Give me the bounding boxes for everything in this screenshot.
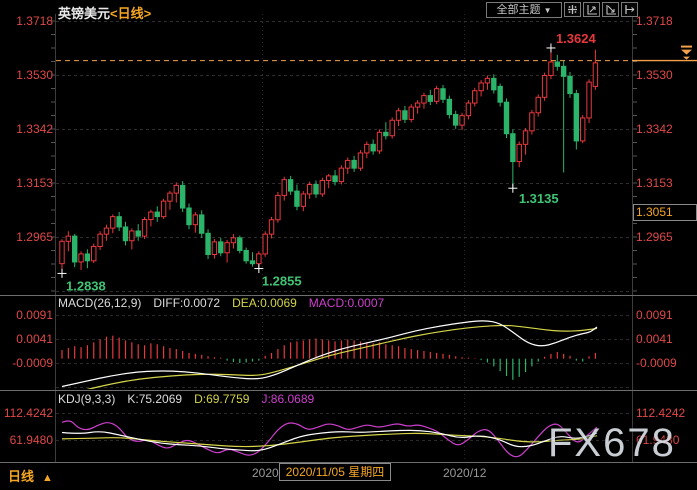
watermark: FX678 xyxy=(548,421,676,465)
pan-right-button[interactable] xyxy=(621,2,638,17)
theme-dropdown[interactable]: 全部主题 ▼ xyxy=(486,2,562,18)
macd-axis-label: 0.0091 xyxy=(16,308,53,322)
macd-diff-value: DIFF:0.0072 xyxy=(153,296,221,310)
macd-axis-label: -0.0009 xyxy=(12,356,53,370)
annotation-high-price: 1.3624 xyxy=(556,31,597,46)
date-readout-box: 2020/11/05 星期四 xyxy=(279,463,391,481)
y-axis-label: 1.3342 xyxy=(16,122,53,136)
crosshair-button[interactable] xyxy=(564,2,581,17)
period-selector[interactable]: 日线 ▲ xyxy=(8,466,53,485)
macd-header: MACD(26,12,9) DIFF:0.0072 DEA:0.0069 MACD:0… xyxy=(58,297,384,310)
macd-dea-value: DEA:0.0069 xyxy=(232,296,297,310)
kdj-j-value: J:86.0689 xyxy=(261,392,315,406)
kdj-name: KDJ(9,3,3) xyxy=(58,392,116,406)
y-axis-label: 1.3530 xyxy=(16,68,53,82)
annotation-low-price: 1.2855 xyxy=(262,274,302,289)
x-axis-label: 2020/11 xyxy=(252,466,282,480)
macd-axis-label: 0.0041 xyxy=(16,332,53,346)
price-line-handle[interactable] xyxy=(681,45,692,60)
period-selector-label: 日线 xyxy=(8,469,35,484)
triangle-up-icon: ▲ xyxy=(42,472,53,484)
kdj-axis-label: 112.4242 xyxy=(636,406,686,420)
zoom-axis-right-icon xyxy=(606,5,616,15)
macd-name: MACD(26,12,9) xyxy=(58,296,142,310)
y-axis-label: 1.3153 xyxy=(636,176,673,190)
y-axis-label: 1.3153 xyxy=(16,176,53,190)
kdj-axis-label: 61.9480 xyxy=(9,433,53,447)
crosshair-icon xyxy=(568,5,577,14)
macd-axis-label: -0.0009 xyxy=(636,356,677,370)
y-axis-label: 1.3718 xyxy=(16,14,53,28)
kdj-axis-label: 61.9480 xyxy=(636,433,680,447)
kdj-k-value: K:75.2069 xyxy=(127,392,183,406)
annotation-low-price: 1.3135 xyxy=(519,191,559,206)
kdj-d-value: D:69.7759 xyxy=(194,392,250,406)
zoom-axis-up-icon xyxy=(587,5,597,15)
kdj-axis-label: 112.4242 xyxy=(3,406,53,420)
annotation-low-price: 1.2838 xyxy=(66,278,106,293)
theme-dropdown-label: 全部主题 xyxy=(496,4,541,16)
kdj-header: KDJ(9,3,3) K:75.2069 D:69.7759 J:86.0689 xyxy=(58,393,314,406)
chevron-down-icon: ▼ xyxy=(543,6,552,15)
y-axis-label: 1.2965 xyxy=(636,230,673,244)
y-axis-label: 1.3342 xyxy=(636,122,673,136)
y-axis-label: 1.3530 xyxy=(636,68,673,82)
y-axis-label: 1.3718 xyxy=(636,14,673,28)
price-level-label: 1.3051 xyxy=(633,204,697,221)
period-tag: <日线> xyxy=(110,6,152,21)
y-axis-label: 1.2965 xyxy=(16,230,53,244)
pan-right-icon xyxy=(625,5,635,14)
macd-axis-label: 0.0091 xyxy=(636,308,673,322)
macd-axis-label: 0.0041 xyxy=(636,332,673,346)
zoom-axis-up-button[interactable] xyxy=(583,2,600,17)
chart-title: 英镑美元<日线> xyxy=(58,3,151,23)
zoom-axis-right-button[interactable] xyxy=(602,2,619,17)
x-axis-label: 2020/12 xyxy=(443,466,487,480)
macd-value: MACD:0.0007 xyxy=(308,296,385,310)
symbol-name: 英镑美元 xyxy=(58,6,111,21)
